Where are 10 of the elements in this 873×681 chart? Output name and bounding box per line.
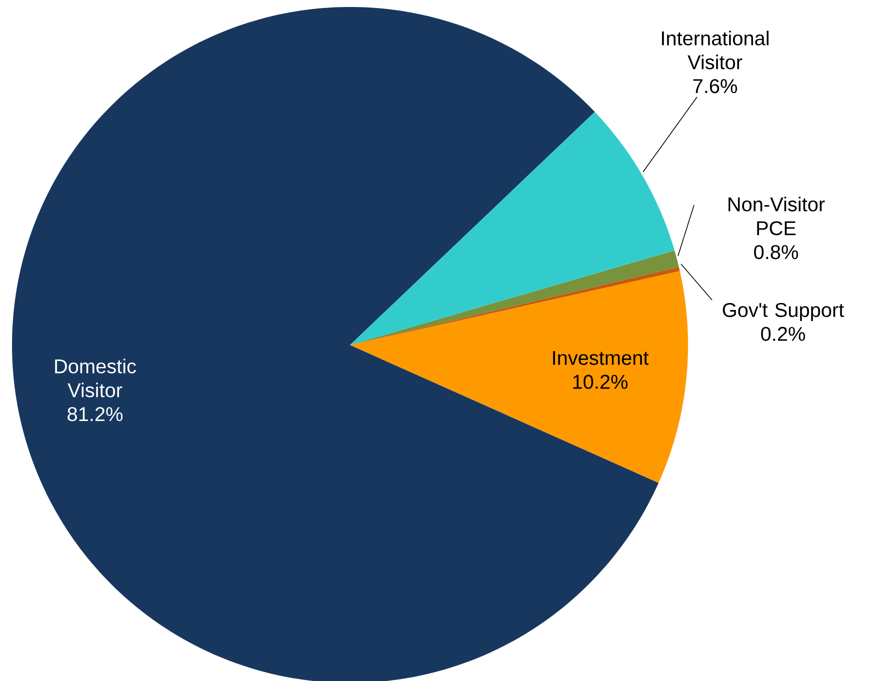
data-label: 0.2% (761, 326, 805, 341)
data-label: 81.2% (68, 407, 123, 422)
slice-label: International Visitor (662, 30, 768, 70)
data-label: 0.8% (754, 245, 798, 260)
slice-label: Domestic Visitor (55, 358, 136, 398)
slice-label: Investment (553, 351, 649, 365)
slice-label: Gov't Support (722, 302, 844, 322)
slice-label: Non-Visitor PCE (728, 196, 825, 236)
data-label: 7.6% (693, 79, 737, 94)
data-label: 10.2% (573, 374, 628, 389)
